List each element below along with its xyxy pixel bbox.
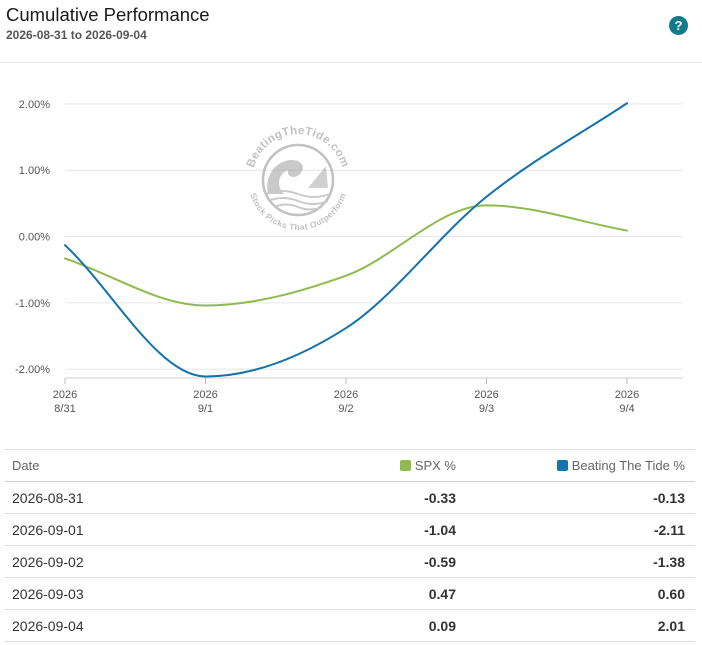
row-date: 2026-09-03 bbox=[5, 577, 225, 610]
row-bt-value: 0.60 bbox=[456, 577, 695, 610]
beating-the-tide-data-point[interactable] bbox=[483, 193, 491, 201]
table-row: 2026-09-02 -0.59 -1.38 bbox=[5, 545, 695, 578]
chart-title: Cumulative Performance bbox=[6, 4, 210, 25]
row-spx-value: -1.04 bbox=[225, 513, 456, 546]
row-spx-value: 0.09 bbox=[225, 609, 456, 642]
watermark-circle bbox=[261, 143, 335, 217]
x-tick-day: 9/1 bbox=[198, 403, 213, 415]
spx-swatch-icon bbox=[399, 460, 411, 471]
watermark-logo: BeatingTheTide.com Stock Picks That Outp… bbox=[245, 125, 351, 232]
row-spx-value: -0.59 bbox=[225, 545, 456, 578]
row-date: 2026-09-04 bbox=[5, 609, 225, 642]
row-bt-value: -0.13 bbox=[456, 481, 695, 514]
beating-the-tide-data-point[interactable] bbox=[342, 324, 350, 332]
performance-chart: BeatingTheTide.com Stock Picks That Outp… bbox=[0, 62, 702, 420]
row-bt-value: -2.11 bbox=[456, 513, 695, 546]
spx-data-point[interactable] bbox=[202, 301, 210, 309]
date-column-header[interactable]: Date bbox=[5, 449, 225, 482]
y-tick-label: 1.00% bbox=[19, 165, 50, 177]
y-tick-label: -1.00% bbox=[15, 298, 50, 310]
spx-data-point[interactable] bbox=[61, 254, 69, 262]
x-tick-year: 2026 bbox=[474, 389, 498, 401]
x-tick-day: 9/2 bbox=[338, 403, 353, 415]
wave-icon bbox=[267, 160, 303, 194]
watermark-bottom-text: Stock Picks That Outperform bbox=[248, 191, 348, 232]
shark-fin-icon bbox=[308, 166, 328, 188]
row-spx-value: -0.33 bbox=[225, 481, 456, 514]
beating-the-tide-data-point[interactable] bbox=[623, 99, 631, 107]
table-row: 2026-09-04 0.09 2.01 bbox=[5, 609, 695, 642]
date-header-label: Date bbox=[12, 458, 40, 473]
spx-header-label: SPX % bbox=[414, 458, 456, 473]
bt-column-header[interactable]: Beating The Tide % bbox=[456, 449, 695, 482]
y-tick-label: 2.00% bbox=[19, 99, 50, 111]
table-row: 2026-09-03 0.47 0.60 bbox=[5, 577, 695, 610]
x-tick-day: 8/31 bbox=[54, 403, 75, 415]
chart-canvas: BeatingTheTide.com Stock Picks That Outp… bbox=[15, 99, 683, 415]
x-tick-year: 2026 bbox=[334, 389, 358, 401]
row-bt-value: 2.01 bbox=[456, 609, 695, 642]
row-date: 2026-09-01 bbox=[5, 513, 225, 546]
series-lines bbox=[61, 99, 631, 380]
chart-header: Cumulative Performance 2026-08-31 to 202… bbox=[0, 0, 702, 63]
row-date: 2026-09-02 bbox=[5, 545, 225, 578]
bt-swatch-icon bbox=[556, 460, 568, 471]
table-header-row: Date SPX % Beating The Tide % bbox=[5, 449, 695, 482]
beating-the-tide-data-point[interactable] bbox=[202, 372, 210, 380]
beating-the-tide-data-point[interactable] bbox=[61, 241, 69, 249]
spx-data-point[interactable] bbox=[623, 227, 631, 235]
svg-text:Stock Picks That Outperform: Stock Picks That Outperform bbox=[248, 191, 348, 232]
x-tick-day: 9/4 bbox=[619, 403, 634, 415]
spx-data-point[interactable] bbox=[483, 201, 491, 209]
spx-data-point[interactable] bbox=[342, 272, 350, 280]
x-tick-year: 2026 bbox=[193, 389, 217, 401]
row-date: 2026-08-31 bbox=[5, 481, 225, 514]
table-row: 2026-08-31 -0.33 -0.13 bbox=[5, 481, 695, 514]
date-range: 2026-08-31 to 2026-09-04 bbox=[6, 28, 147, 42]
bt-header-label: Beating The Tide % bbox=[571, 458, 685, 473]
beating-the-tide-series-line bbox=[64, 102, 628, 378]
row-bt-value: -1.38 bbox=[456, 545, 695, 578]
y-tick-label: 0.00% bbox=[19, 232, 50, 244]
spx-column-header[interactable]: SPX % bbox=[225, 449, 456, 482]
row-spx-value: 0.47 bbox=[225, 577, 456, 610]
grid-lines bbox=[65, 103, 683, 379]
spx-series-line bbox=[64, 204, 628, 307]
help-icon[interactable]: ? bbox=[669, 16, 688, 35]
axis-labels: 2.00% 1.00% 0.00% -1.00% -2.00% 2026 8/31 2026 9… bbox=[15, 99, 639, 415]
x-tick-day: 9/3 bbox=[479, 403, 494, 415]
x-tick-year: 2026 bbox=[615, 389, 639, 401]
table-row: 2026-09-01 -1.04 -2.11 bbox=[5, 513, 695, 546]
y-tick-label: -2.00% bbox=[15, 364, 50, 376]
x-tick-year: 2026 bbox=[53, 389, 77, 401]
performance-table: Date SPX % Beating The Tide % 2026-08-31… bbox=[5, 449, 695, 642]
